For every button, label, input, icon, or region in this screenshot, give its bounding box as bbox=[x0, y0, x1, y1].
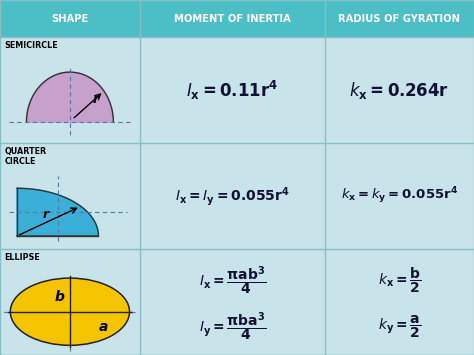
Bar bbox=[0, 0, 474, 37]
Bar bbox=[0, 143, 474, 249]
Text: MOMENT OF INERTIA: MOMENT OF INERTIA bbox=[174, 13, 291, 24]
Text: $\mathbf{\mathit{I}_x = 0.11r^4}$: $\mathbf{\mathit{I}_x = 0.11r^4}$ bbox=[186, 79, 278, 102]
Text: $\mathbf{\mathit{k}_x = \mathit{k}_y = 0.055r^4}$: $\mathbf{\mathit{k}_x = \mathit{k}_y = 0… bbox=[341, 186, 458, 207]
Text: $\mathbf{\mathit{I}_x = \mathit{I}_y = 0.055r^4}$: $\mathbf{\mathit{I}_x = \mathit{I}_y = 0… bbox=[175, 185, 290, 208]
Text: ELLIPSE: ELLIPSE bbox=[5, 253, 40, 262]
Text: $\mathbf{\mathit{k}_x = \dfrac{b}{2}}$: $\mathbf{\mathit{k}_x = \dfrac{b}{2}}$ bbox=[377, 266, 421, 295]
Polygon shape bbox=[27, 72, 113, 122]
Text: a: a bbox=[99, 320, 109, 334]
Text: b: b bbox=[54, 290, 64, 304]
Text: $\mathbf{\mathit{I}_x = \dfrac{\pi ab^3}{4}}$: $\mathbf{\mathit{I}_x = \dfrac{\pi ab^3}… bbox=[199, 264, 266, 297]
Text: r: r bbox=[43, 208, 49, 221]
Bar bbox=[0, 249, 474, 355]
Text: r: r bbox=[92, 93, 99, 106]
Text: $\mathbf{\mathit{k}_y = \dfrac{a}{2}}$: $\mathbf{\mathit{k}_y = \dfrac{a}{2}}$ bbox=[378, 314, 421, 340]
Text: SHAPE: SHAPE bbox=[51, 13, 89, 24]
Text: $\mathbf{\mathit{k}_x = 0.264r}$: $\mathbf{\mathit{k}_x = 0.264r}$ bbox=[349, 80, 449, 101]
Text: QUARTER
CIRCLE: QUARTER CIRCLE bbox=[5, 147, 47, 166]
Ellipse shape bbox=[10, 278, 129, 345]
Bar bbox=[0, 37, 474, 143]
Text: RADIUS OF GYRATION: RADIUS OF GYRATION bbox=[338, 13, 460, 24]
Text: SEMICIRCLE: SEMICIRCLE bbox=[5, 41, 58, 50]
Polygon shape bbox=[17, 188, 99, 236]
Text: $\mathbf{\mathit{I}_y = \dfrac{\pi ba^3}{4}}$: $\mathbf{\mathit{I}_y = \dfrac{\pi ba^3}… bbox=[199, 310, 266, 343]
